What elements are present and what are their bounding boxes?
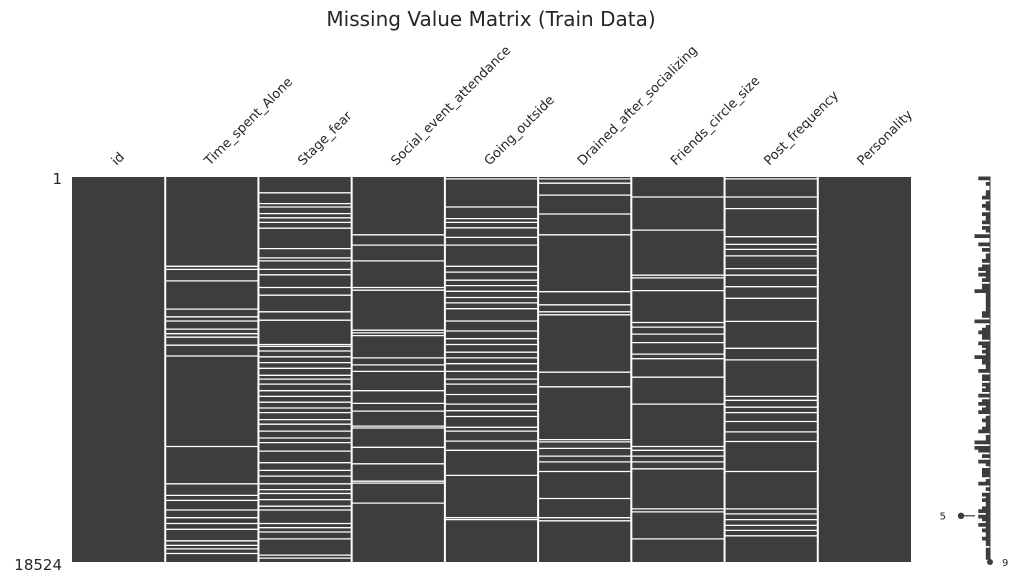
column-going-outside [444, 177, 539, 562]
matrix-grid [72, 177, 911, 562]
column-label-id: id [109, 150, 128, 169]
completeness-sparkline: 59 [940, 176, 1008, 569]
column-label-stage-fear: Stage_fear [295, 108, 356, 169]
column-label-going-outside: Going_outside [482, 93, 558, 169]
column-post-frequency [724, 177, 818, 562]
column-label-friends-circle-size: Friends_circle_size [668, 74, 763, 169]
column-personality [817, 177, 911, 562]
sparkline-area [974, 176, 991, 562]
sparkline-max-marker [987, 559, 993, 565]
column-labels: id Time_spent_Alone Stage_fear Social_event… [109, 43, 916, 169]
column-time-spent-alone [165, 177, 259, 562]
column-stage-fear [258, 177, 352, 562]
row-end-label: 18524 [14, 556, 62, 574]
column-friends-circle-size [631, 177, 725, 562]
chart-title: Missing Value Matrix (Train Data) [326, 7, 655, 31]
sparkline-max-label: 9 [1002, 558, 1008, 569]
column-id [72, 177, 166, 562]
column-drained-after-socializing [538, 177, 632, 562]
row-start-label: 1 [52, 170, 62, 188]
column-label-time-spent-alone: Time_spent_Alone [201, 75, 296, 170]
column-social-event-attendance [351, 177, 445, 562]
column-label-personality: Personality [855, 107, 916, 168]
sparkline-min-label: 5 [940, 511, 946, 522]
column-label-post-frequency: Post_frequency [761, 88, 842, 169]
